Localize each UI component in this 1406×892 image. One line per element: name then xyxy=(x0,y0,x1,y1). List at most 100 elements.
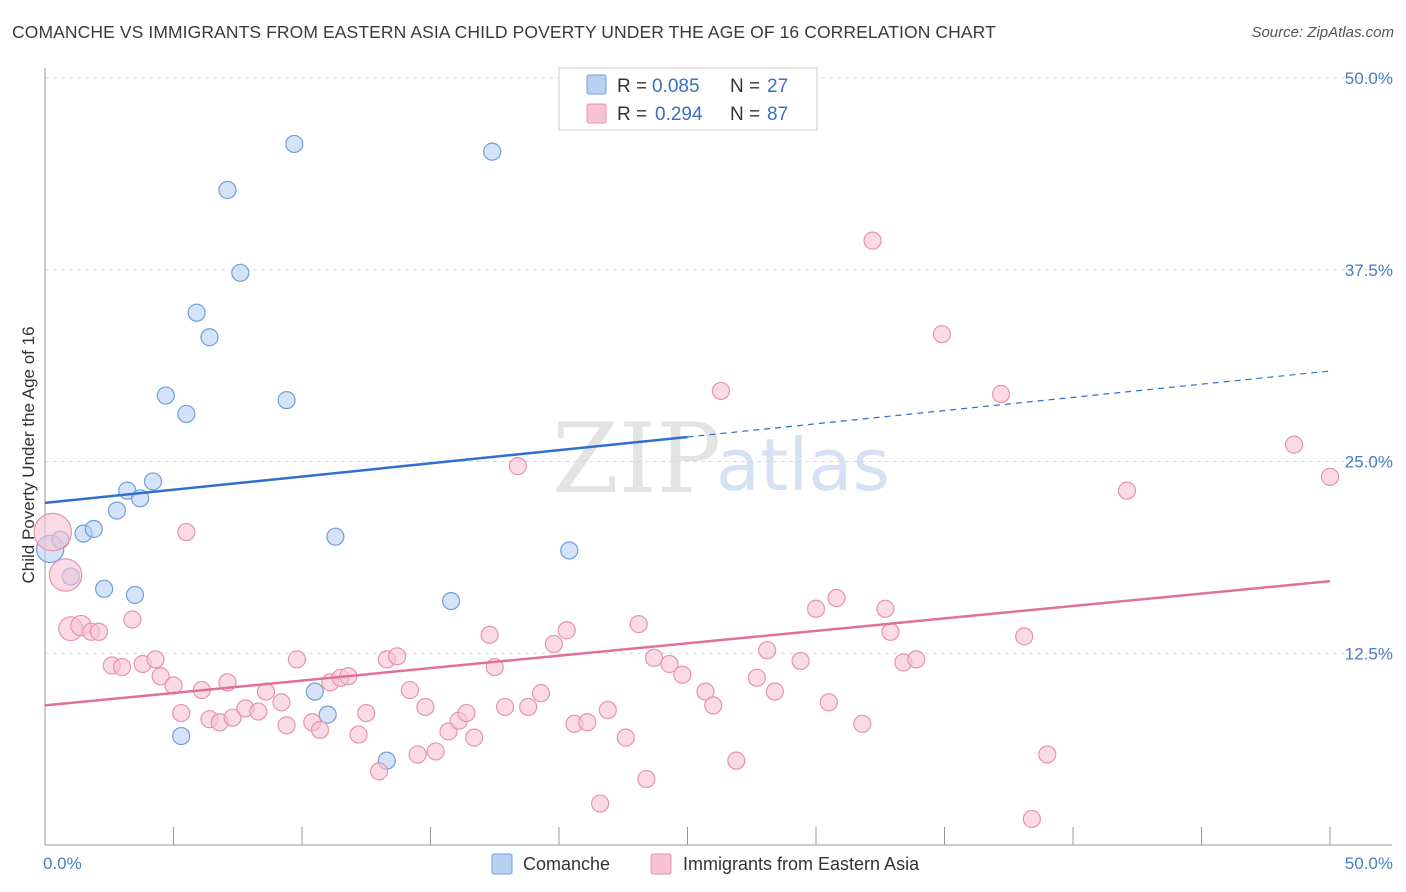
point-eastern-asia-63 xyxy=(704,696,723,715)
point-eastern-asia-66 xyxy=(747,668,766,687)
point-eastern-asia-59 xyxy=(644,648,664,667)
point-eastern-asia-78 xyxy=(907,650,926,669)
axes xyxy=(44,68,1392,846)
point-comanche-14 xyxy=(187,303,206,322)
y-tick-label-2: 37.5% xyxy=(1345,261,1393,280)
point-comanche-15 xyxy=(200,328,219,347)
point-comanche-20 xyxy=(305,682,324,701)
trend-line-comanche xyxy=(44,435,688,505)
point-comanche-19 xyxy=(285,134,304,154)
point-eastern-asia-14 xyxy=(177,522,196,542)
point-comanche-11 xyxy=(156,386,175,405)
point-eastern-asia-68 xyxy=(765,682,784,701)
y-tick-label-1: 25.0% xyxy=(1345,453,1393,472)
legend-r-value-comanche: 0.085 xyxy=(652,76,700,97)
point-comanche-24 xyxy=(441,591,461,611)
legend: R = 0.085 N = 27 R = 0.294 N = 87 xyxy=(558,67,818,131)
point-eastern-asia-71 xyxy=(819,693,838,712)
point-eastern-asia-83 xyxy=(1038,745,1057,764)
point-eastern-asia-1 xyxy=(48,558,83,592)
trend-line-eastern-asia xyxy=(44,579,1331,707)
bottom-legend-swatch-comanche xyxy=(491,853,513,875)
point-eastern-asia-43 xyxy=(465,728,484,747)
x-tick-labels: 0.0% 50.0% xyxy=(43,854,1393,873)
source-label: Source: ZipAtlas.com xyxy=(1251,24,1394,41)
bottom-legend-label-eastern-asia: Immigrants from Eastern Asia xyxy=(683,854,920,874)
point-eastern-asia-82 xyxy=(1022,809,1041,829)
point-eastern-asia-47 xyxy=(508,457,527,476)
point-eastern-asia-25 xyxy=(287,650,306,669)
bottom-legend: Comanche Immigrants from Eastern Asia xyxy=(491,853,920,875)
point-comanche-26 xyxy=(560,541,579,560)
grid-lines xyxy=(45,77,1392,654)
point-eastern-asia-33 xyxy=(370,762,389,781)
point-eastern-asia-72 xyxy=(827,588,846,608)
chart-title: COMANCHE VS IMMIGRANTS FROM EASTERN ASIA… xyxy=(12,22,996,42)
point-eastern-asia-24 xyxy=(277,716,296,735)
watermark-atlas: atlas xyxy=(716,423,890,507)
watermark-zip: ZIP xyxy=(552,403,721,515)
point-comanche-22 xyxy=(326,527,345,546)
legend-n-value-eastern-asia: 87 xyxy=(767,104,788,125)
y-axis-label: Child Poverty Under the Age of 16 xyxy=(19,326,38,583)
trend-line-comanche-extension xyxy=(687,370,1331,438)
point-comanche-12 xyxy=(172,726,191,746)
point-eastern-asia-31 xyxy=(349,725,368,744)
point-eastern-asia-61 xyxy=(673,665,692,684)
point-eastern-asia-37 xyxy=(408,745,427,764)
legend-swatch-comanche xyxy=(586,74,607,95)
point-eastern-asia-80 xyxy=(991,384,1011,404)
bottom-legend-swatch-eastern-asia xyxy=(650,853,672,875)
y-tick-label-0: 12.5% xyxy=(1345,644,1393,663)
point-eastern-asia-10 xyxy=(146,650,165,669)
point-eastern-asia-32 xyxy=(357,703,376,723)
point-eastern-asia-42 xyxy=(457,703,476,723)
point-eastern-asia-35 xyxy=(387,647,407,666)
point-eastern-asia-79 xyxy=(932,325,952,344)
trend-lines xyxy=(44,370,1331,707)
point-eastern-asia-36 xyxy=(400,680,420,700)
legend-swatch-eastern-asia xyxy=(586,103,607,124)
point-eastern-asia-7 xyxy=(112,657,132,677)
point-eastern-asia-8 xyxy=(123,610,142,629)
point-comanche-25 xyxy=(483,142,502,161)
point-eastern-asia-57 xyxy=(629,615,648,634)
point-eastern-asia-13 xyxy=(172,703,191,723)
point-comanche-13 xyxy=(177,404,196,424)
point-eastern-asia-75 xyxy=(876,599,895,618)
point-eastern-asia-0 xyxy=(33,512,73,552)
y-tick-labels: 12.5% 25.0% 37.5% 50.0% xyxy=(1345,69,1393,663)
point-eastern-asia-69 xyxy=(791,651,810,671)
point-eastern-asia-58 xyxy=(637,769,656,789)
point-eastern-asia-51 xyxy=(557,621,576,640)
x-tick-label-1: 50.0% xyxy=(1345,854,1393,873)
legend-r-value-eastern-asia: 0.294 xyxy=(655,104,703,125)
point-comanche-18 xyxy=(277,391,296,410)
legend-n-label-comanche: N = xyxy=(730,76,760,97)
legend-n-value-comanche: 27 xyxy=(767,76,788,97)
point-eastern-asia-62 xyxy=(696,682,715,701)
point-comanche-21 xyxy=(318,705,337,724)
legend-r-label-eastern-asia: R = xyxy=(617,104,647,125)
point-eastern-asia-64 xyxy=(711,381,731,401)
point-comanche-17 xyxy=(231,263,250,282)
point-eastern-asia-76 xyxy=(881,622,900,641)
point-comanche-5 xyxy=(95,579,114,598)
point-eastern-asia-5 xyxy=(89,622,109,641)
bottom-legend-label-comanche: Comanche xyxy=(523,854,610,874)
point-eastern-asia-27 xyxy=(310,720,330,740)
point-eastern-asia-70 xyxy=(806,599,826,618)
point-eastern-asia-56 xyxy=(616,728,635,747)
point-eastern-asia-19 xyxy=(223,708,242,727)
point-eastern-asia-73 xyxy=(853,714,872,733)
legend-r-label-comanche: R = xyxy=(617,76,647,97)
point-eastern-asia-60 xyxy=(660,654,679,674)
point-eastern-asia-21 xyxy=(249,702,268,721)
point-eastern-asia-44 xyxy=(480,625,499,644)
point-eastern-asia-81 xyxy=(1015,627,1034,646)
point-eastern-asia-50 xyxy=(544,634,563,654)
point-eastern-asia-39 xyxy=(426,742,445,761)
y-tick-label-3: 50.0% xyxy=(1345,69,1393,88)
point-eastern-asia-67 xyxy=(758,641,777,660)
